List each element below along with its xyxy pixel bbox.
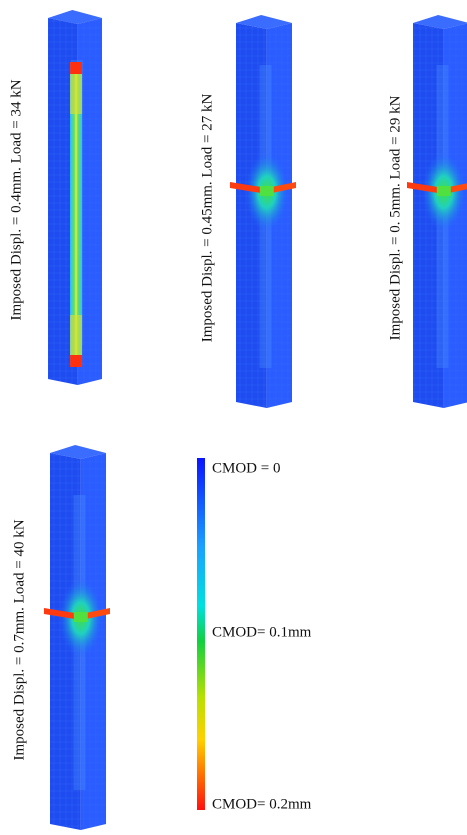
panel-label: Imposed Displ. = 0.45mm. Load = 27 kN bbox=[199, 94, 215, 343]
legend-label: CMOD= 0.1mm bbox=[212, 624, 312, 640]
crack bbox=[70, 315, 83, 355]
panel-label: Imposed Displ. = 0.7mm. Load = 40 kN bbox=[11, 519, 27, 760]
crack-band bbox=[230, 182, 267, 194]
column-top bbox=[48, 10, 102, 24]
panel-label: Imposed Displ. = 0. 5mm. Load = 29 kN bbox=[387, 95, 403, 340]
legend-label: CMOD= 0.2mm bbox=[212, 796, 312, 812]
crack-band bbox=[266, 182, 296, 194]
crack-band bbox=[407, 182, 444, 194]
crack-end bbox=[70, 62, 83, 74]
crack-band bbox=[80, 608, 110, 620]
columns bbox=[44, 10, 467, 830]
crack bbox=[70, 62, 83, 365]
legend-label: CMOD = 0 bbox=[212, 460, 280, 476]
crack-end bbox=[70, 355, 83, 367]
crack-core bbox=[73, 612, 88, 622]
crack-core bbox=[436, 186, 451, 196]
crack-core bbox=[259, 186, 274, 196]
column-grid bbox=[77, 18, 102, 385]
column-top bbox=[236, 15, 292, 29]
column-top bbox=[50, 445, 106, 459]
column-top bbox=[413, 15, 467, 29]
crack bbox=[70, 74, 83, 114]
crack-band bbox=[44, 608, 81, 620]
color-scale bbox=[197, 458, 205, 810]
panel-label: Imposed Displ. = 0.4mm. Load = 34 kN bbox=[8, 79, 24, 320]
